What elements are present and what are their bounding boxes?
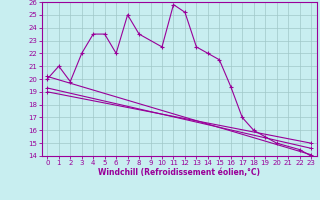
X-axis label: Windchill (Refroidissement éolien,°C): Windchill (Refroidissement éolien,°C): [98, 168, 260, 177]
